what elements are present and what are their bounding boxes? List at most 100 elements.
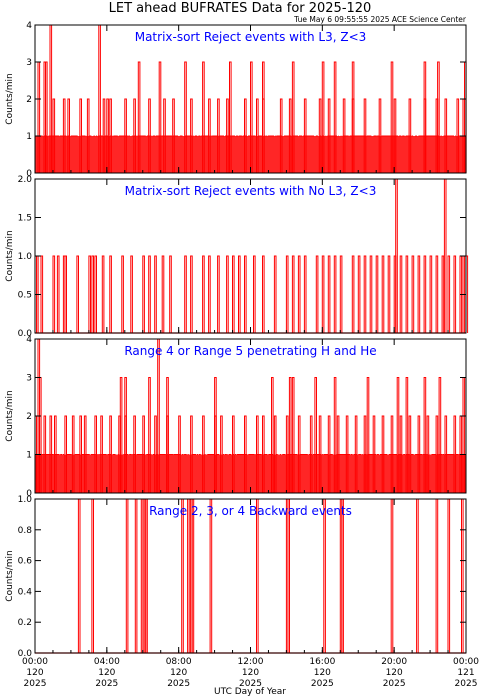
spike — [94, 415, 97, 493]
spike — [423, 255, 427, 333]
spike — [187, 498, 190, 653]
spike — [166, 377, 169, 493]
y-tick-label: 4 — [26, 21, 32, 31]
spike — [438, 377, 442, 493]
spike — [405, 377, 409, 493]
spike — [333, 61, 337, 173]
x-tick-label: 2025 — [455, 679, 478, 689]
spike — [357, 255, 361, 333]
spike — [333, 255, 337, 333]
y-tick-label: 3 — [26, 374, 32, 384]
spike — [378, 98, 382, 173]
spike — [314, 377, 317, 493]
spike — [288, 98, 292, 173]
spike — [309, 415, 313, 493]
panel-title: Matrix-sort Reject events with L3, Z<3 — [135, 30, 367, 44]
spike — [184, 61, 187, 173]
spike — [102, 98, 106, 173]
panel-4: 0.0 0.2 0.4 0.6 0.8 1.0 Range 2, 3, or 4 Backw… — [5, 495, 467, 659]
spike — [208, 98, 211, 173]
spike — [244, 255, 247, 333]
panel-title: Range 2, 3, or 4 Backward events — [149, 504, 352, 518]
spike — [441, 255, 445, 333]
y-tick-label: 4 — [26, 335, 32, 345]
y-tick-label: 0.0 — [18, 649, 33, 659]
spike — [323, 498, 326, 653]
spike — [369, 255, 373, 333]
spike — [342, 98, 346, 173]
spike — [297, 255, 301, 333]
spike — [437, 61, 440, 173]
spike — [444, 98, 448, 173]
spike — [288, 377, 292, 493]
spike — [444, 415, 448, 493]
spike — [64, 255, 67, 333]
spike — [453, 255, 457, 333]
spike — [217, 98, 220, 173]
spike — [64, 415, 67, 493]
spike — [417, 415, 421, 493]
spike — [447, 255, 451, 333]
x-tick-label: 00:00 — [22, 657, 48, 667]
x-tick-label: 04:00 — [94, 657, 120, 667]
spike — [190, 255, 193, 333]
spike — [393, 98, 397, 173]
spike — [91, 498, 94, 653]
spike — [423, 377, 427, 493]
spike — [137, 61, 141, 173]
spike — [130, 255, 133, 333]
spike — [238, 255, 241, 333]
spike — [140, 498, 144, 653]
y-tick-label: 3 — [26, 58, 32, 68]
spike — [447, 498, 451, 653]
spike — [109, 415, 112, 493]
spike — [148, 255, 151, 333]
spike — [381, 255, 385, 333]
spike — [327, 415, 331, 493]
spike — [202, 61, 205, 173]
spike — [178, 415, 181, 493]
y-tick-label: 0.6 — [18, 557, 33, 567]
spike — [417, 255, 421, 333]
panels: 0 1 2 3 4 Matrix-sort Reject events with L3, … — [5, 21, 479, 689]
spike — [125, 498, 129, 653]
spike — [291, 255, 295, 333]
spike — [339, 255, 343, 333]
spike — [158, 61, 162, 173]
spike — [191, 498, 195, 653]
spike — [297, 415, 301, 493]
spike — [303, 255, 307, 333]
spike — [327, 98, 331, 173]
y-tick-label: 0 — [26, 489, 32, 499]
spike — [100, 415, 103, 493]
spike — [453, 415, 457, 493]
spike — [148, 377, 151, 493]
x-tick-label: 2025 — [24, 679, 47, 689]
spike — [256, 98, 259, 173]
x-tick-label: 120 — [26, 668, 43, 678]
spike — [279, 98, 283, 173]
spike — [62, 98, 66, 173]
spike — [142, 255, 145, 333]
spike — [318, 415, 322, 493]
spike — [435, 415, 439, 493]
spike — [291, 377, 295, 493]
spike — [86, 98, 90, 173]
spike — [291, 61, 295, 173]
spike — [336, 415, 340, 493]
spike — [106, 98, 109, 173]
spike — [363, 98, 367, 173]
spike — [154, 255, 157, 333]
x-tick-label: 120 — [242, 668, 259, 678]
spike — [366, 377, 370, 493]
y-axis-label: Counts/min — [5, 390, 15, 441]
spike — [375, 255, 379, 333]
spike — [190, 415, 193, 493]
spike — [202, 415, 205, 493]
y-tick-label: 0 — [26, 169, 32, 179]
spike — [43, 415, 47, 493]
spike — [121, 255, 124, 333]
spike — [405, 255, 409, 333]
spike — [229, 61, 232, 173]
spike — [256, 498, 259, 653]
